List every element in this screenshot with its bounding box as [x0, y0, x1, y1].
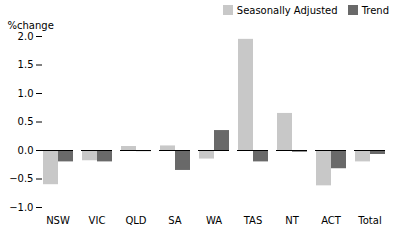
svg-text:%change: %change: [8, 20, 54, 31]
svg-text:TAS: TAS: [243, 215, 263, 226]
svg-text:QLD: QLD: [125, 215, 146, 226]
svg-text:1.5: 1.5: [18, 59, 34, 70]
svg-text:1.0: 1.0: [18, 88, 34, 99]
svg-text:Total: Total: [357, 215, 381, 226]
svg-text:NSW: NSW: [46, 215, 70, 226]
svg-text:0.0: 0.0: [18, 145, 34, 156]
svg-text:0.5: 0.5: [18, 116, 34, 127]
svg-text:SA: SA: [168, 215, 182, 226]
svg-text:ACT: ACT: [321, 215, 342, 226]
svg-text:−1.0: −1.0: [9, 202, 33, 213]
html-text:Seasonally Adjusted: Seasonally Adjusted: [236, 4, 338, 16]
svg-text:−0.5: −0.5: [9, 173, 33, 184]
svg-text:2.0: 2.0: [18, 31, 34, 42]
svg-text:NT: NT: [285, 215, 299, 226]
html-text:Trend: Trend: [361, 4, 389, 16]
svg-text:WA: WA: [206, 215, 222, 226]
svg-text:VIC: VIC: [89, 215, 106, 226]
